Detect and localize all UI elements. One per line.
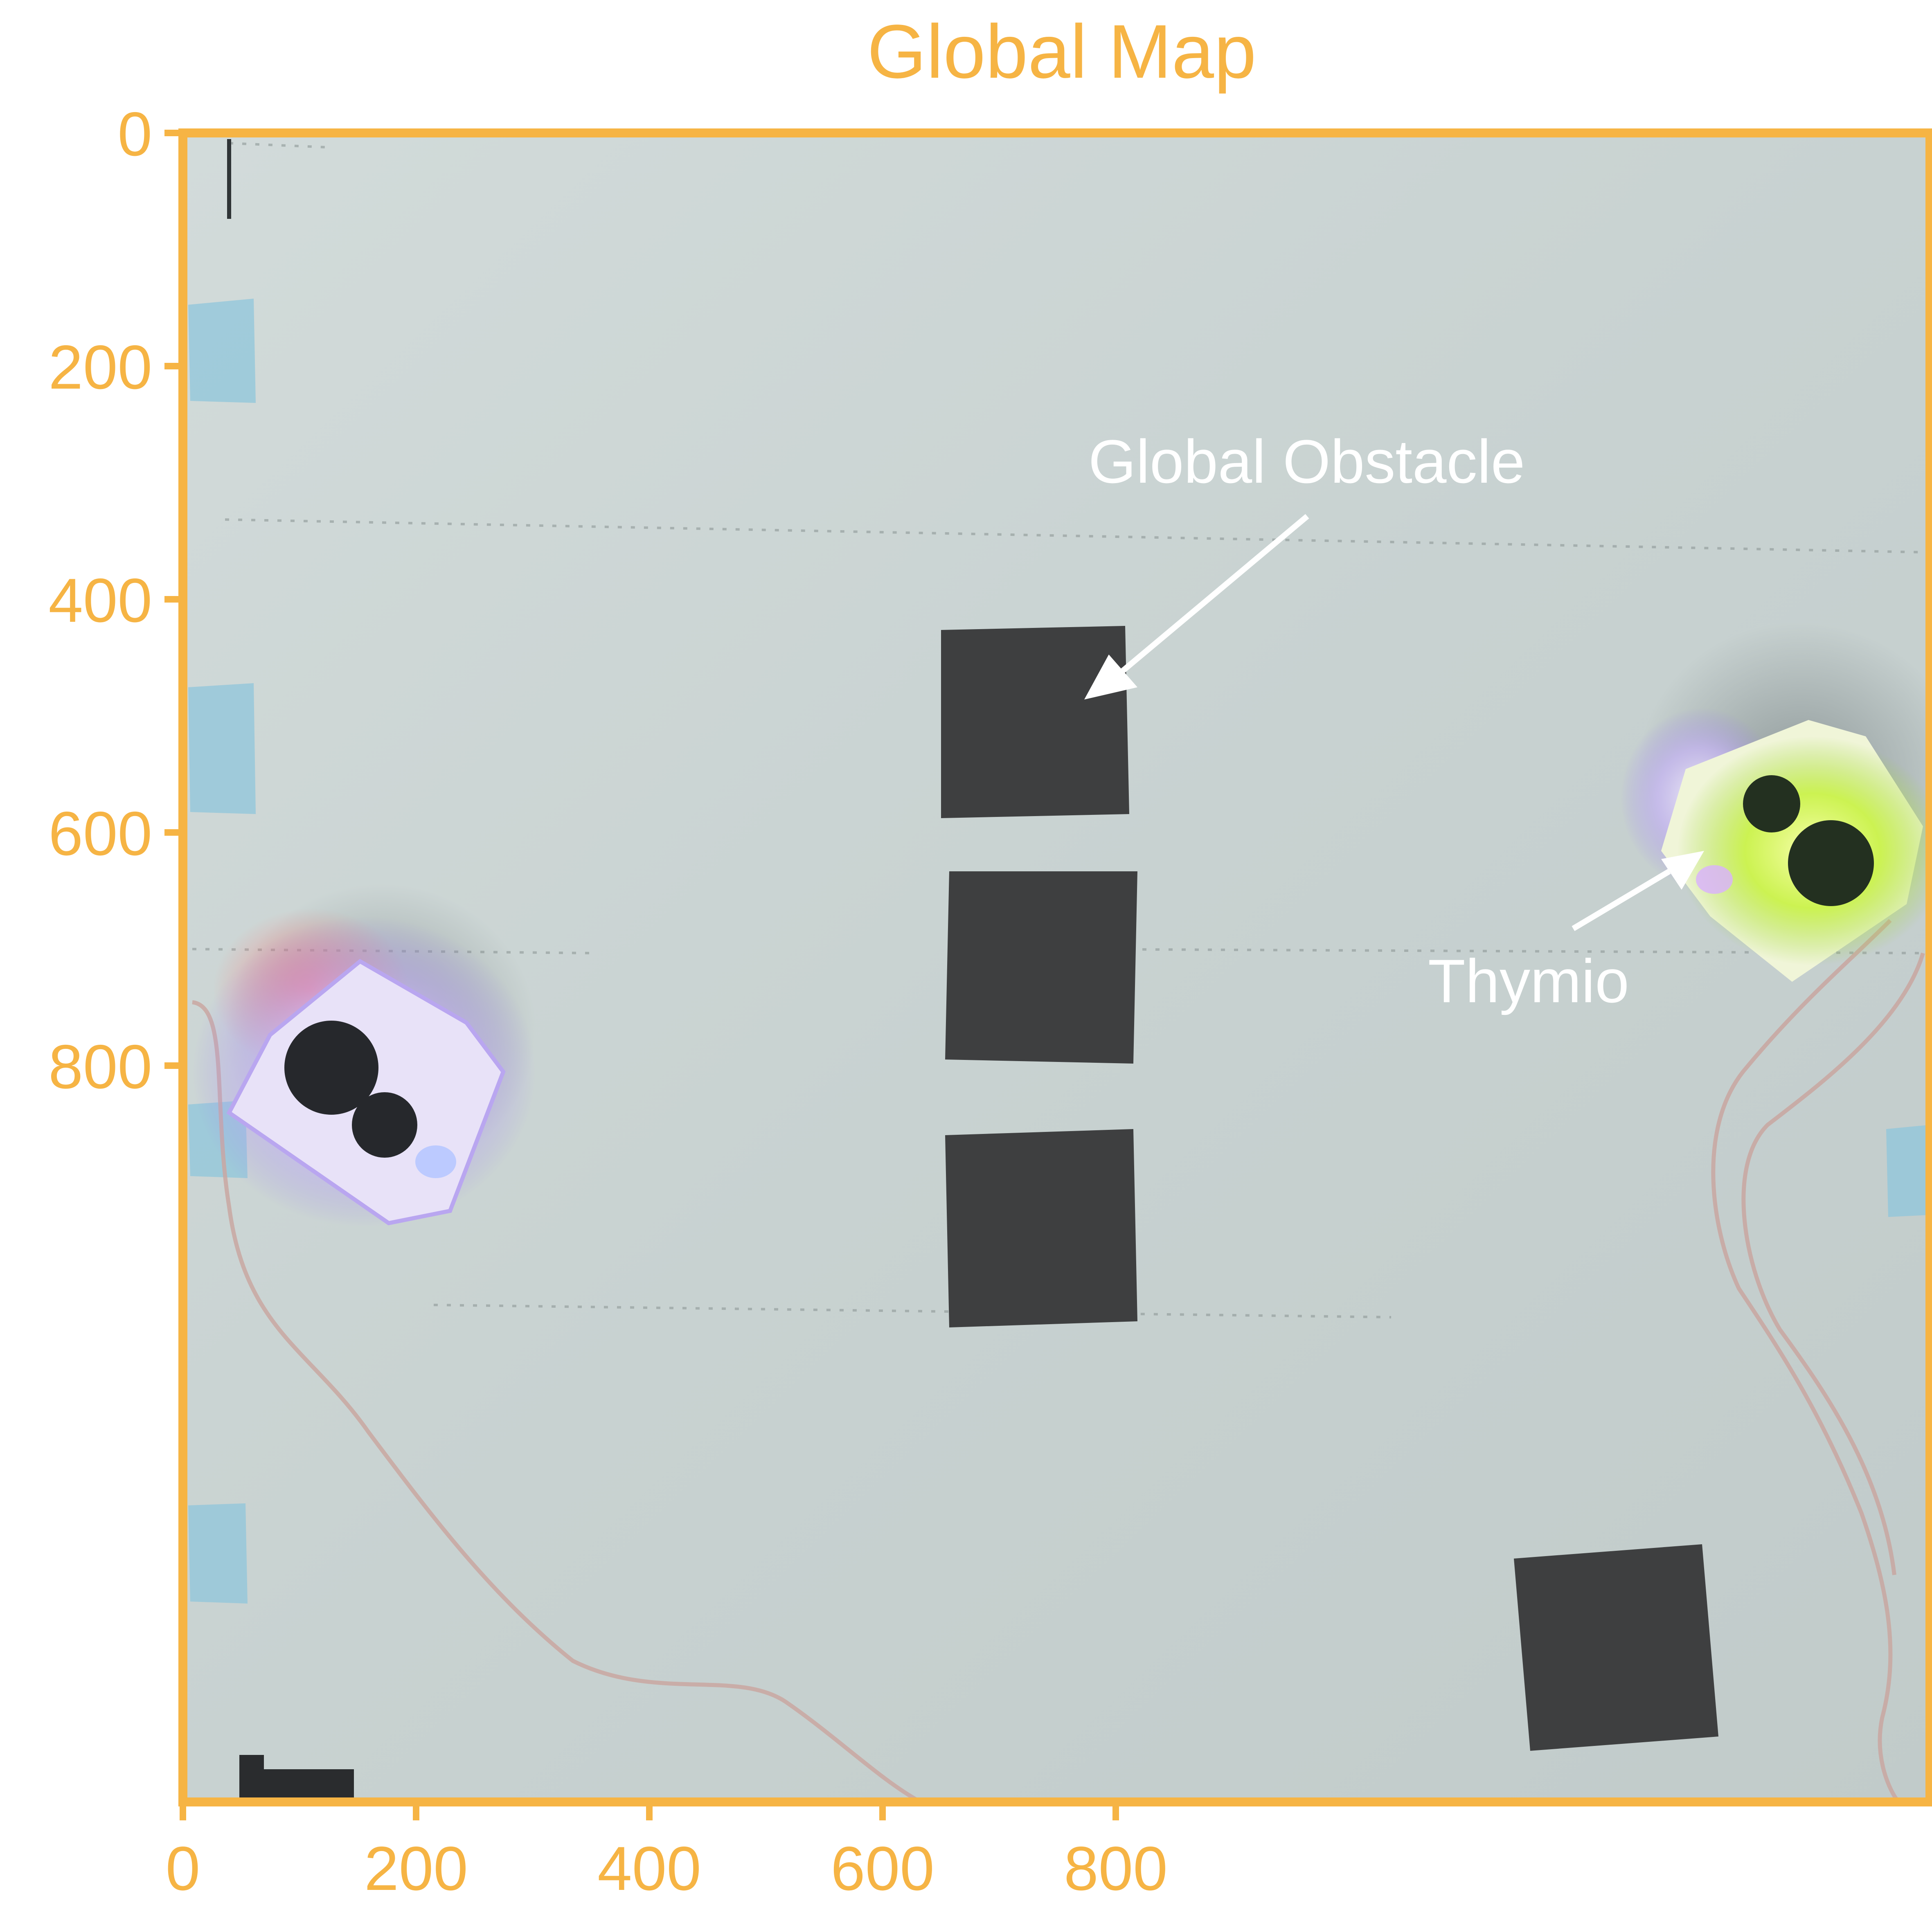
y-tick-label: 400 xyxy=(48,566,152,635)
robot-right-thymio xyxy=(1620,622,1932,982)
thymio-arrow-line xyxy=(1572,868,1671,931)
thymio-arrow-head xyxy=(1661,851,1704,890)
obstacle-2 xyxy=(945,871,1137,1064)
robot-left xyxy=(192,884,536,1227)
obstacle-4 xyxy=(1514,1544,1718,1751)
obstacle-3 xyxy=(945,1129,1137,1327)
x-tick-label: 200 xyxy=(364,1834,468,1903)
x-tick-label: 800 xyxy=(1064,1834,1168,1903)
x-axis-ticks: 0 200 400 600 800 xyxy=(166,1802,1168,1903)
obstacle-arrow-head xyxy=(1084,655,1137,700)
y-tick-label: 0 xyxy=(117,99,152,169)
obstacle-arrow-line xyxy=(1111,514,1309,682)
x-tick-label: 0 xyxy=(166,1834,200,1903)
robot-left-led xyxy=(415,1145,456,1178)
annotation-thymio: Thymio xyxy=(1428,947,1629,1015)
robot-right-wheel-bottom xyxy=(1788,820,1874,906)
y-axis-ticks: 0 200 400 600 800 xyxy=(48,99,183,1102)
tape-marks xyxy=(188,299,1929,1604)
y-tick-label: 200 xyxy=(48,333,152,402)
robot-right-led xyxy=(1696,865,1733,894)
robot-left-wheel-top xyxy=(284,1021,378,1115)
robot-left-wheel-bottom xyxy=(352,1092,417,1158)
obstacle-1 xyxy=(941,626,1129,818)
y-tick-label: 800 xyxy=(48,1032,152,1102)
global-obstacles xyxy=(941,626,1718,1751)
robot-right-wheel-top xyxy=(1743,775,1800,832)
x-tick-label: 600 xyxy=(831,1834,934,1903)
annotation-global-obstacle: Global Obstacle xyxy=(1088,427,1525,496)
axes-frame xyxy=(178,128,1932,1806)
x-tick-label: 400 xyxy=(597,1834,701,1903)
corner-mark-bottom-left-small xyxy=(239,1755,264,1771)
map-photo: Global Obstacle Thymio xyxy=(183,133,1932,1804)
cables xyxy=(192,919,1925,1804)
corner-mark-bottom-left xyxy=(239,1769,354,1802)
y-tick-label: 600 xyxy=(48,799,152,868)
chart-title: Global Map xyxy=(867,9,1256,94)
annotation-arrows xyxy=(1084,514,1704,931)
